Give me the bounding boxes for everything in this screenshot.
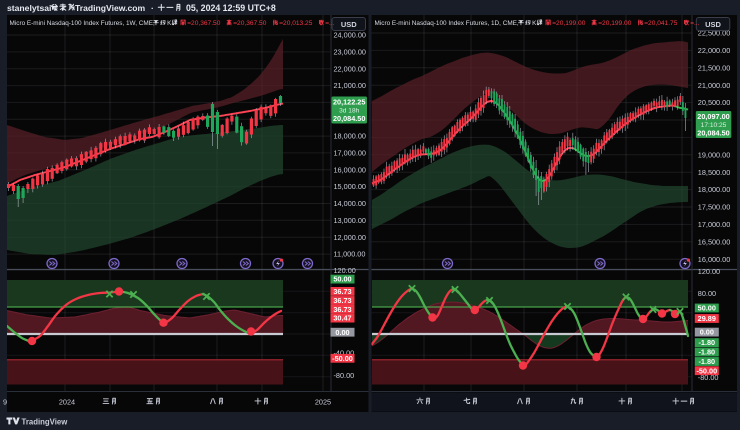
svg-text:20,122.25: 20,122.25: [333, 98, 365, 107]
svg-text:22,500.00: 22,500.00: [698, 29, 730, 38]
svg-text:=20,367.50: =20,367.50: [187, 20, 221, 27]
svg-text:Micro E-mini Nasdaq-100 Index: Micro E-mini Nasdaq-100 Index Futures, 1…: [375, 20, 519, 27]
svg-text:29.89: 29.89: [698, 314, 716, 323]
svg-text:18,000.00: 18,000.00: [334, 132, 366, 141]
svg-text:9: 9: [3, 398, 7, 407]
svg-text:=20,041.75: =20,041.75: [644, 20, 678, 27]
svg-text:24,000.00: 24,000.00: [334, 31, 366, 40]
svg-text:-80.00: -80.00: [698, 373, 719, 382]
svg-text:-50.00: -50.00: [332, 354, 353, 363]
svg-text:-1.80: -1.80: [698, 348, 715, 357]
svg-text:17,500.00: 17,500.00: [698, 203, 730, 212]
svg-text:17,000.00: 17,000.00: [698, 220, 730, 229]
svg-text:2025: 2025: [315, 398, 331, 407]
svg-text:14,000.00: 14,000.00: [334, 199, 366, 208]
svg-text:TradingView.com: TradingView.com: [75, 3, 146, 13]
svg-text:12,000.00: 12,000.00: [334, 233, 366, 242]
svg-text:21,500.00: 21,500.00: [698, 63, 730, 72]
svg-text:20,084.50: 20,084.50: [333, 114, 365, 123]
svg-text:120.00: 120.00: [334, 266, 356, 275]
svg-text:36.73: 36.73: [333, 305, 351, 314]
svg-text:0.00: 0.00: [700, 328, 714, 337]
svg-text:USD: USD: [341, 20, 357, 29]
svg-text:·: ·: [151, 3, 154, 13]
svg-text:20,084.50: 20,084.50: [697, 129, 729, 138]
svg-text:16,000.00: 16,000.00: [334, 165, 366, 174]
svg-text:19,000.00: 19,000.00: [698, 150, 730, 159]
svg-text:16,500.00: 16,500.00: [698, 237, 730, 246]
svg-text:USD: USD: [705, 20, 721, 29]
svg-text:30.47: 30.47: [333, 314, 351, 323]
svg-text:22,000.00: 22,000.00: [698, 46, 730, 55]
svg-text:22,000.00: 22,000.00: [334, 64, 366, 73]
svg-text:-50.00: -50.00: [696, 366, 717, 375]
svg-text:-80.00: -80.00: [334, 371, 355, 380]
svg-text:17:10:25: 17:10:25: [701, 122, 727, 129]
svg-text:-40.00: -40.00: [334, 348, 355, 357]
svg-text:23,000.00: 23,000.00: [334, 48, 366, 57]
svg-text:05, 2024 12:59 UTC+8: 05, 2024 12:59 UTC+8: [186, 3, 276, 13]
svg-text:=20,013.25: =20,013.25: [279, 20, 313, 27]
svg-text:stanelytsai: stanelytsai: [7, 3, 51, 13]
svg-text:21,000.00: 21,000.00: [334, 81, 366, 90]
svg-text:=20,199.00: =20,199.00: [598, 20, 632, 27]
svg-text:=...: =...: [690, 20, 700, 27]
svg-text:-1.80: -1.80: [698, 338, 715, 347]
svg-text:3d 18h: 3d 18h: [339, 108, 360, 115]
svg-text:2024: 2024: [59, 398, 75, 407]
svg-text:18,500.00: 18,500.00: [698, 168, 730, 177]
svg-text:0.00: 0.00: [335, 328, 349, 337]
svg-text:15,000.00: 15,000.00: [334, 182, 366, 191]
svg-text:20,500.00: 20,500.00: [698, 98, 730, 107]
svg-text:20,097.00: 20,097.00: [697, 112, 729, 121]
svg-text:-1.80: -1.80: [698, 357, 715, 366]
svg-text:Micro E-mini Nasdaq-100 Index: Micro E-mini Nasdaq-100 Index Futures, 1…: [10, 20, 155, 27]
svg-text:17,000.00: 17,000.00: [334, 149, 366, 158]
svg-text:21,000.00: 21,000.00: [698, 81, 730, 90]
svg-text:TradingView: TradingView: [22, 418, 69, 427]
svg-text:=20,199.00: =20,199.00: [552, 20, 586, 27]
svg-text:K: K: [167, 20, 172, 27]
svg-text:80.00: 80.00: [698, 289, 716, 298]
svg-text:16,000.00: 16,000.00: [698, 255, 730, 264]
svg-text:K: K: [532, 20, 537, 27]
svg-text:50.00: 50.00: [698, 304, 716, 313]
svg-text:18,000.00: 18,000.00: [698, 185, 730, 194]
svg-text:=20,367.50: =20,367.50: [233, 20, 267, 27]
svg-text:13,000.00: 13,000.00: [334, 216, 366, 225]
svg-text:36.73: 36.73: [333, 287, 351, 296]
svg-text:120.00: 120.00: [698, 267, 720, 276]
svg-text:36.73: 36.73: [333, 296, 351, 305]
svg-text:11,000.00: 11,000.00: [334, 250, 366, 259]
svg-text:=...: =...: [325, 20, 335, 27]
svg-text:50.00: 50.00: [333, 275, 351, 284]
